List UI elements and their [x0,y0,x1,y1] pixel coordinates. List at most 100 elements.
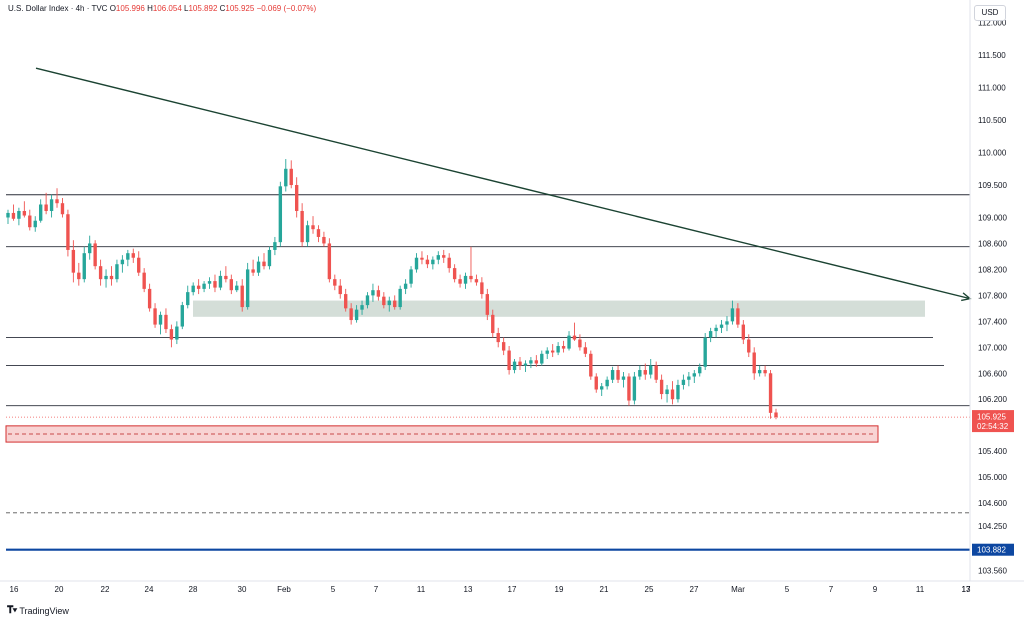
candle-body [349,308,353,321]
price-tick-label: 111.000 [978,84,1006,93]
time-tick-label: 9 [873,585,878,594]
candle-body [774,412,778,418]
candle-body [442,255,446,258]
candle-body [98,266,103,280]
candle-body [207,281,212,284]
candle-body [550,350,555,353]
candle-body [17,210,21,219]
time-tick-label: 17 [962,585,971,594]
candle-body [768,373,773,413]
candle-body [137,257,141,273]
zone-layer [5,300,925,443]
time-tick-label: 11 [916,585,925,594]
time-tick-label: 25 [645,585,654,594]
time-tick-label: 7 [829,585,834,594]
candle-body [643,370,647,375]
candle-body [382,296,386,306]
candle-body [398,288,402,308]
candle-body [251,269,255,273]
trendline [35,67,971,300]
candle-body [322,236,326,244]
candle-body [142,272,146,289]
time-tick-label: 11 [417,585,426,594]
candle-body [605,379,609,387]
candle-body [540,353,544,364]
candle-body [496,333,500,343]
time-tick-label: 28 [189,585,198,594]
candle-body [284,168,288,187]
time-tick-label: 5 [331,585,336,594]
candle-body [572,335,577,340]
candle-body [82,253,86,280]
candle-body [224,275,228,280]
time-tick-label: 5 [785,585,790,594]
price-tick-label: 104.600 [978,499,1007,508]
countdown-label: 02:54:32 [977,422,1009,431]
candle-body [420,257,424,260]
tradingview-logo[interactable]: 𝐓▾ TradingView [7,605,69,616]
candle-body [436,255,440,260]
candle-body [474,279,479,283]
candle-body [344,294,348,309]
candle-body [610,370,615,380]
candle-body [115,264,119,280]
candle-body [627,376,631,401]
tradingview-brand: TradingView [19,605,69,616]
candle-body [414,257,419,270]
axes: 112.000 111.500 111.000 110.500 110.000 109.5… [0,0,1024,594]
candle-body [196,285,201,289]
price-tick-label: 112.000 [978,19,1007,28]
time-tick-label: 21 [600,585,609,594]
candle-body [104,275,108,280]
candle-body [278,186,283,243]
low-label: L [184,4,189,13]
candle-body [403,283,408,289]
symbol-name[interactable]: U.S. Dollar Index · 4h · TVC [8,4,108,13]
candle-body [229,279,234,291]
candle-body [55,199,59,204]
horizontal-levels [6,194,970,551]
candle-body [708,331,713,338]
candle-body [186,292,190,306]
candle-body [387,300,391,306]
candle-body [600,386,604,390]
candle-body [561,346,566,349]
candle-body [267,249,272,267]
price-tick-label: 108.200 [978,265,1007,274]
price-tick-label: 109.500 [978,181,1007,190]
candle-body [670,389,675,400]
time-tick-label: Mar [731,585,745,594]
currency-button[interactable]: USD [974,5,1006,21]
candle-body [294,185,299,211]
candle-body [213,281,217,288]
candle-body [273,242,277,250]
candle-body [594,376,598,390]
candle-body [692,373,696,377]
candle-body [240,285,244,308]
candle-body [169,329,174,340]
support-zone[interactable] [193,300,925,317]
time-tick-label: 19 [555,585,564,594]
price-tick-label: 103.560 [978,567,1007,576]
close-label: C [219,4,226,13]
candle-body [687,376,691,380]
candle-body [305,225,310,243]
candle-body [681,379,686,385]
candle-body [501,342,506,351]
candle-body [164,314,168,330]
candle-body [316,229,321,237]
open-value: 105.996 [115,4,145,13]
candle-body [463,275,468,284]
candle-body [371,290,375,296]
candle-body [218,275,223,288]
candle-body [616,370,620,380]
candle-body [431,259,435,265]
price-tick-label: 110.000 [978,149,1007,158]
candle-body [60,203,65,215]
time-tick-label: 30 [238,585,247,594]
candle-body [365,295,370,306]
time-tick-label: 22 [101,585,110,594]
candle-body [28,215,32,228]
candle-body [763,370,767,374]
